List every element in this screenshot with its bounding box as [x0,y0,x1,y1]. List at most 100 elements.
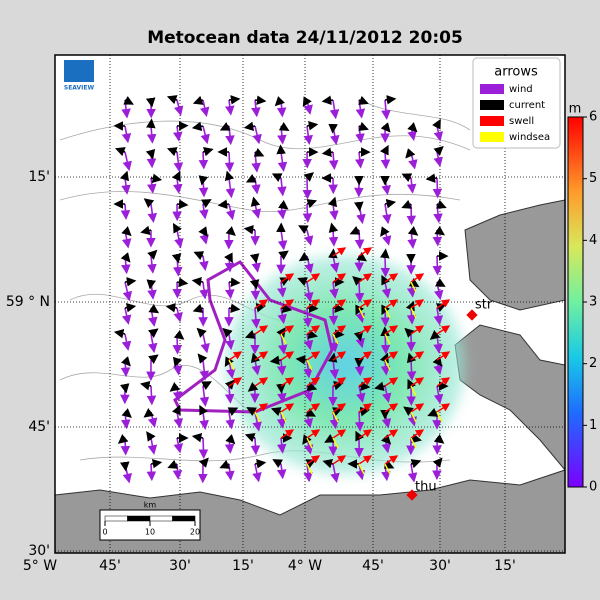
windsea-arrow [410,437,417,449]
swell-arrow [306,429,321,439]
current-arrow [197,353,208,364]
windsea-arrow [228,359,235,371]
title: Metocean data 24/11/2012 20:05 [147,28,463,48]
colorbar-unit: m [569,102,582,117]
colorbar-tick-label: 0 [589,480,597,495]
current-arrow [253,147,265,157]
station-marker [466,309,478,321]
swell-arrow [384,455,399,465]
current-arrow [119,383,130,394]
current-arrow [302,434,312,445]
swell-arrow [332,273,347,283]
scale-bar-segment [127,515,151,522]
current-arrow [306,381,318,391]
colorbar-tick-label: 3 [589,295,597,310]
wind-arrow [302,203,313,223]
wind-arrow [354,151,365,169]
current-arrow [327,352,338,363]
wind-arrow [432,229,443,247]
logo: SEAVIEW [64,60,95,92]
legend: arrows wind current swell windsea [472,57,561,149]
windsea-arrow [410,385,417,397]
swell-arrow [280,403,295,413]
colorbar-tick-label: 5 [589,171,597,186]
windsea-arrow [254,411,261,423]
current-arrow [176,277,189,288]
swell-arrow [306,403,321,413]
current-arrow [201,381,212,391]
current-arrow [172,356,183,368]
y-tick-label: 15' [28,169,50,185]
windsea-arrow [436,411,443,423]
current-arrow [380,248,390,259]
current-arrow [119,170,130,182]
current-arrow [405,148,416,159]
current-arrow [298,252,310,262]
current-arrow [123,95,134,105]
current-arrow [148,304,160,314]
current-arrow [356,252,368,262]
current-arrow [384,198,397,209]
wind-arrow [121,307,132,325]
wind-arrow [198,437,209,460]
current-arrow [401,173,413,183]
x-tick-label: 30' [429,558,451,574]
current-arrow [380,122,391,133]
wind-arrow [174,99,184,116]
station-marker [406,489,418,501]
wind-arrow [121,125,132,144]
wind-arrow [277,229,288,251]
current-arrow [117,434,129,444]
scale-bar-label: 20 [190,528,200,537]
x-tick-label: 45' [99,558,121,574]
x-tick-label: 5° W [23,558,57,574]
colorbar-tick-label: 2 [589,356,597,371]
current-arrow [171,253,182,264]
current-arrow [249,253,260,264]
current-arrow [227,407,239,417]
current-arrow [433,145,444,156]
swell-arrow [280,325,295,335]
current-arrow [270,407,282,417]
wind-arrow [303,359,313,379]
swell-arrow [332,429,347,439]
current-arrow [171,404,181,416]
map-frame [54,54,566,554]
wind-arrow [252,125,262,145]
current-arrow [146,118,156,129]
current-arrow [150,173,163,184]
swell-arrow [358,247,373,257]
current-arrow [120,252,131,263]
wind-arrow [120,437,131,456]
wind-arrow [277,307,287,325]
current-arrow [434,277,446,287]
wind-arrow [382,203,392,225]
current-arrow [148,354,159,364]
swell-arrow [358,299,373,309]
current-arrow [247,382,259,392]
wind-arrow [380,307,391,327]
wind-arrow [303,125,313,146]
wind-arrow [120,359,131,378]
current-arrow [145,148,156,160]
current-arrow [147,249,158,260]
current-arrow [143,198,155,208]
current-arrow [306,199,318,209]
wind-arrow [381,385,392,403]
wind-arrow [380,255,391,278]
current-arrow [429,330,441,340]
current-arrow [374,381,386,392]
current-arrow [254,95,267,105]
current-arrow [113,328,126,339]
wind-arrow [354,411,365,432]
current-arrow [433,434,445,444]
current-arrow [169,382,181,392]
swell-arrow [254,377,269,387]
scale-bar-label: 0 [102,528,107,537]
current-arrow [407,122,418,133]
windsea-arrow [410,307,417,319]
windsea-arrow [358,307,365,319]
swell-arrow [332,247,347,257]
windsea-arrow [280,411,287,423]
current-arrow [244,329,256,339]
